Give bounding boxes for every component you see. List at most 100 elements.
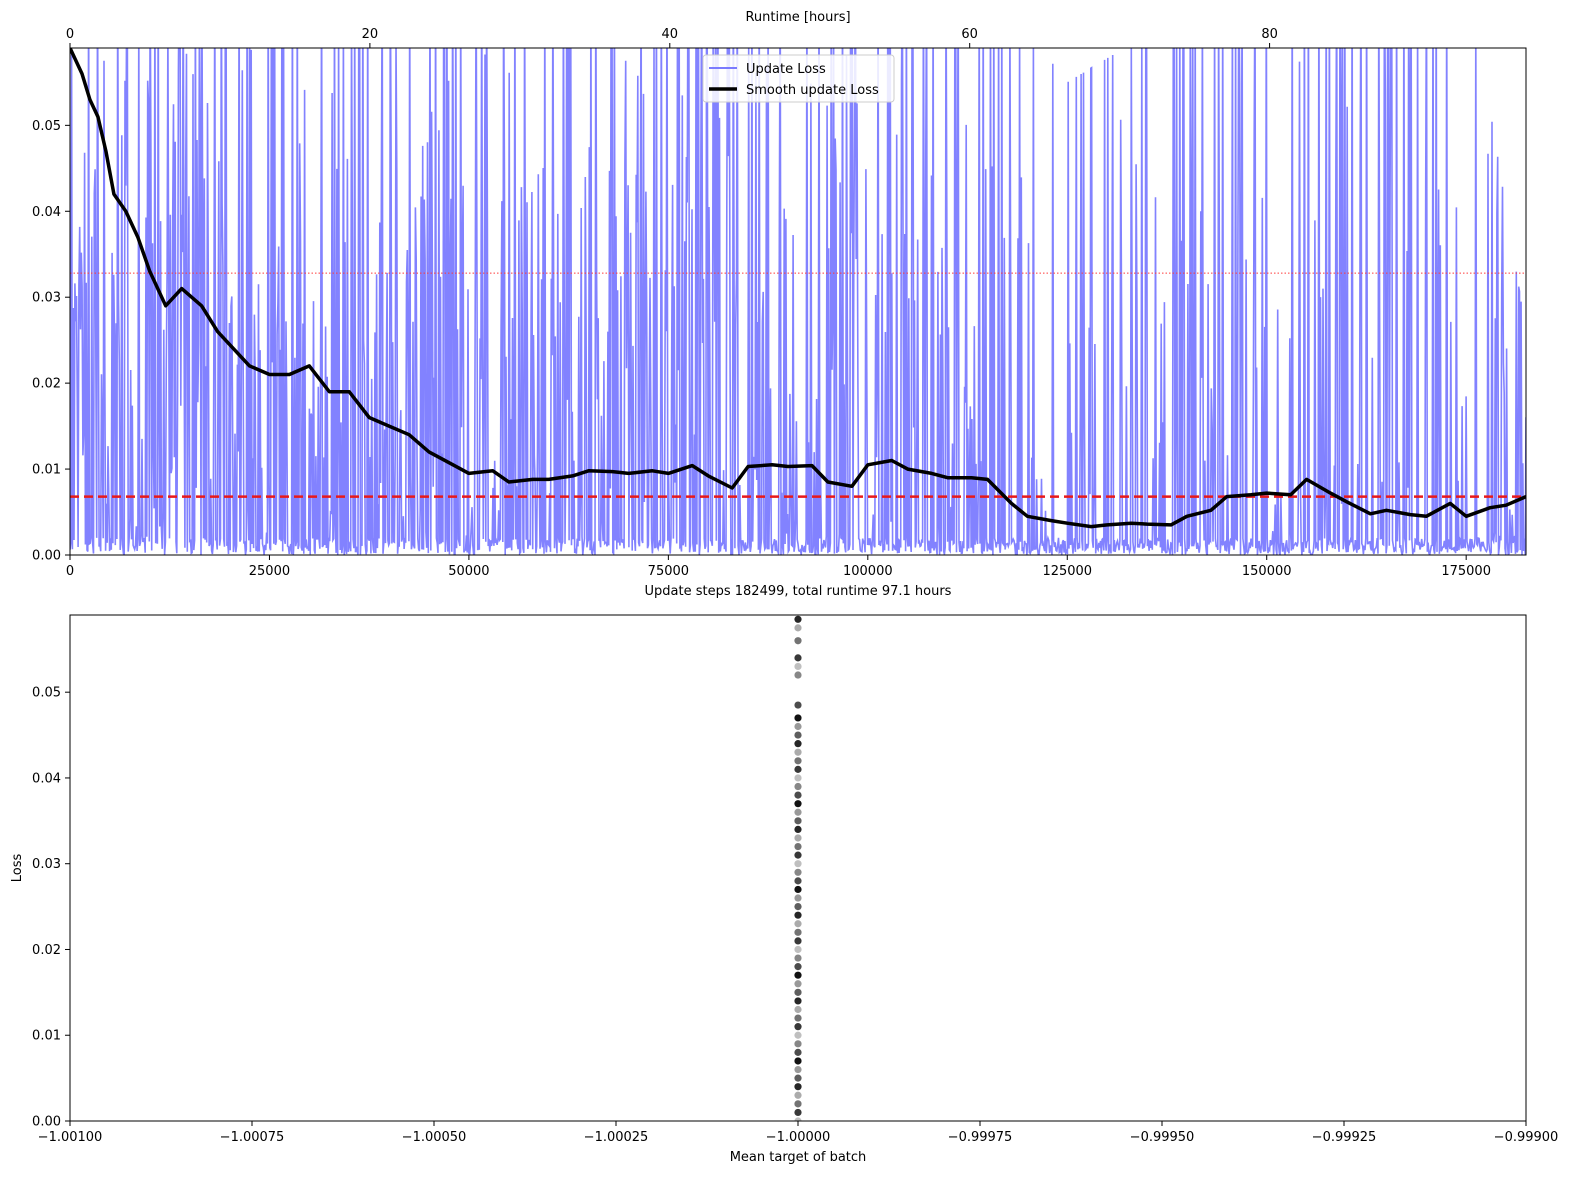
scatter-point [794,624,802,632]
x-tick-label: 125000 [1042,564,1092,579]
legend-box [702,54,895,103]
scatter-point [794,782,802,791]
scatter-point [794,825,802,834]
scatter-point [794,885,802,894]
legend: Update Loss Smooth update Loss [702,54,895,103]
x-tick-label: −0.99950 [1130,1130,1195,1145]
y-tick-label: 0.01 [32,463,61,478]
scatter-point [794,928,802,936]
scatter-point [794,791,802,799]
x-tick-label: 75000 [648,564,689,579]
scatter-point [794,963,802,971]
reference-lines [70,272,1526,498]
bottom-plot-area [794,615,802,1121]
scatter-point [794,1091,802,1099]
x-tick-label: −1.00100 [38,1130,103,1145]
secondary-x-tick-label: 60 [961,27,978,42]
x-tick-label: −1.00000 [766,1130,831,1145]
y-tick-label: 0.00 [32,549,61,564]
scatter-point [794,731,802,739]
scatter-point [794,765,802,773]
scatter-point [794,722,802,731]
scatter-point [794,748,802,756]
top-x-label: Update steps 182499, total runtime 97.1 … [645,584,952,599]
scatter-point [794,757,802,765]
update-loss-series [70,48,1526,555]
scatter-point [794,1031,802,1039]
scatter-point [794,868,802,876]
y-tick-label: 0.04 [32,771,61,786]
scatter-point [794,714,802,722]
scatter-point [794,615,802,623]
top-chart: 0.00 0.01 0.02 0.03 0.04 0.05 0 25000 50000 7500… [32,10,1527,599]
x-tick-label: −1.00050 [402,1130,467,1145]
secondary-x-tick-label: 80 [1261,27,1278,42]
y-tick-label: 0.01 [32,1029,61,1044]
scatter-point [794,988,802,996]
x-tick-label: 50000 [448,564,489,579]
scatter-point [794,945,802,954]
scatter-point [794,894,802,902]
scatter-point [794,902,802,911]
top-secondary-x-ticks: 0 20 40 60 80 [66,27,1278,48]
y-tick-label: 0.04 [32,205,61,220]
scatter-point [794,834,802,842]
scatter-point [794,740,802,748]
scatter-point [794,911,802,919]
scatter-point [794,954,802,962]
top-axes-frame [69,47,1527,556]
top-plot-area [70,48,1526,555]
x-tick-label: −0.99925 [1312,1130,1377,1145]
x-tick-label: −0.99900 [1494,1130,1559,1145]
x-tick-label: 0 [66,564,74,579]
legend-label-update-loss: Update Loss [746,62,826,77]
scatter-point [794,1014,802,1022]
y-tick-label: 0.03 [32,291,61,306]
scatter-points [794,615,802,1121]
scatter-point [794,1065,802,1074]
bottom-y-label: Loss [10,854,25,883]
y-tick-label: 0.03 [32,857,61,872]
x-tick-label: 100000 [843,564,893,579]
secondary-x-tick-label: 20 [362,27,379,42]
scatter-point [794,920,802,928]
scatter-point [794,1108,802,1117]
y-tick-label: 0.02 [32,377,61,392]
legend-label-smooth-loss: Smooth update Loss [746,83,879,98]
scatter-point [794,851,802,859]
scatter-point [794,637,802,645]
bottom-x-ticks: −1.00100 −1.00075 −1.00050 −1.00025 −1.00000… [38,1121,1559,1145]
scatter-point [794,808,802,816]
scatter-point [794,774,802,782]
smooth-update-loss-series [70,48,1526,529]
scatter-point [794,701,802,709]
scatter-point [794,877,802,885]
bottom-chart: 0.00 0.01 0.02 0.03 0.04 0.05 −1.00100 −1.0007… [10,614,1559,1165]
scatter-point [794,1100,802,1108]
scatter-point [794,842,802,851]
update-loss-line [70,48,1526,555]
top-y-ticks: 0.00 0.01 0.02 0.03 0.04 0.05 [32,119,70,564]
bottom-y-ticks: 0.00 0.01 0.02 0.03 0.04 0.05 [32,686,70,1130]
scatter-point [794,654,802,662]
scatter-point [794,817,802,825]
x-tick-label: −0.99975 [948,1130,1013,1145]
scatter-point [794,1083,802,1091]
x-tick-label: −1.00075 [220,1130,285,1145]
y-tick-label: 0.05 [32,119,61,134]
scatter-point [794,1048,802,1056]
y-tick-label: 0.00 [32,1115,61,1130]
scatter-point [794,800,802,808]
scatter-point [794,997,802,1005]
scatter-point [794,671,802,679]
x-tick-label: −1.00025 [584,1130,649,1145]
y-tick-label: 0.05 [32,686,61,701]
x-tick-label: 175000 [1441,564,1491,579]
secondary-x-tick-label: 40 [662,27,679,42]
top-secondary-x-label: Runtime [hours] [745,10,850,25]
scatter-point [794,1057,802,1065]
scatter-point [794,1023,802,1031]
y-tick-label: 0.02 [32,943,61,958]
bottom-x-label: Mean target of batch [730,1150,867,1165]
